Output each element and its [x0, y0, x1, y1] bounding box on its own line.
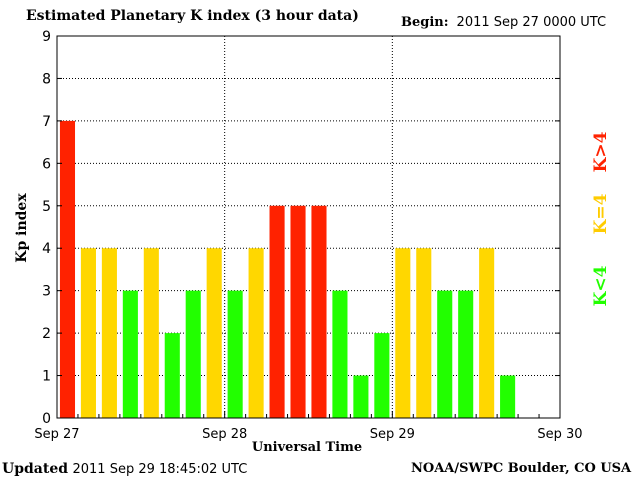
y-tick-label: 7 [42, 114, 51, 130]
y-tick-label: 4 [42, 241, 51, 257]
kp-bar [332, 290, 348, 418]
begin-value: 2011 Sep 27 0000 UTC [456, 15, 607, 30]
kp-bar [353, 375, 369, 418]
kp-bar [80, 248, 96, 418]
legend-k-greater-4: K>4 [591, 131, 611, 173]
y-tick-label: 1 [42, 369, 51, 385]
y-tick-label: 2 [42, 326, 51, 342]
kp-bar [248, 248, 264, 418]
kp-bar [311, 205, 327, 418]
kp-bar [458, 290, 474, 418]
kp-bar [227, 290, 243, 418]
axis-layer: 0 1 2 3 4 5 6 7 8 9 Sep 27 Sep 28 Sep 29 Sep 30 [34, 29, 582, 442]
x-tick-label: Sep 27 [34, 427, 79, 442]
grid-layer [57, 35, 560, 418]
legend-k-less-4: K<4 [591, 265, 611, 307]
plot-area [57, 36, 560, 418]
kp-bar [437, 290, 453, 418]
kp-bar [500, 375, 516, 418]
chart-title: Estimated Planetary K index (3 hour data… [26, 8, 359, 24]
y-tick-label: 8 [42, 71, 51, 87]
kp-bar [59, 120, 76, 418]
x-tick-label: Sep 29 [370, 427, 415, 442]
kp-bar [185, 290, 201, 418]
credit-text: NOAA/SWPC Boulder, CO USA [411, 461, 632, 476]
x-axis-label: Universal Time [251, 440, 363, 455]
kp-bar [101, 248, 117, 418]
bars-layer [59, 120, 516, 418]
y-tick-label: 5 [42, 199, 51, 215]
begin-label: Begin: [401, 15, 449, 30]
kp-bar [143, 248, 159, 418]
kp-bar [479, 248, 495, 418]
y-tick-label: 0 [42, 411, 51, 427]
legend-k-equal-4: K=4 [591, 193, 611, 235]
kp-bar [290, 205, 306, 418]
kp-bar [269, 205, 285, 418]
kp-bar [395, 248, 411, 418]
begin-info: Begin: 2011 Sep 27 0000 UTC [401, 15, 606, 30]
kp-bar [122, 290, 138, 418]
updated-value: 2011 Sep 29 18:45:02 UTC [72, 462, 248, 477]
updated-label: Updated [2, 461, 69, 477]
y-tick-label: 3 [42, 284, 51, 300]
kp-bar [374, 333, 390, 418]
x-tick-label: Sep 28 [202, 427, 247, 442]
kp-bar [206, 248, 222, 418]
updated-info: Updated 2011 Sep 29 18:45:02 UTC [2, 461, 247, 477]
x-tick-label: Sep 30 [537, 427, 582, 442]
kp-bar [416, 248, 432, 418]
y-tick-label: 9 [42, 29, 51, 45]
y-tick-label: 6 [42, 156, 51, 172]
kp-bar [164, 333, 180, 418]
